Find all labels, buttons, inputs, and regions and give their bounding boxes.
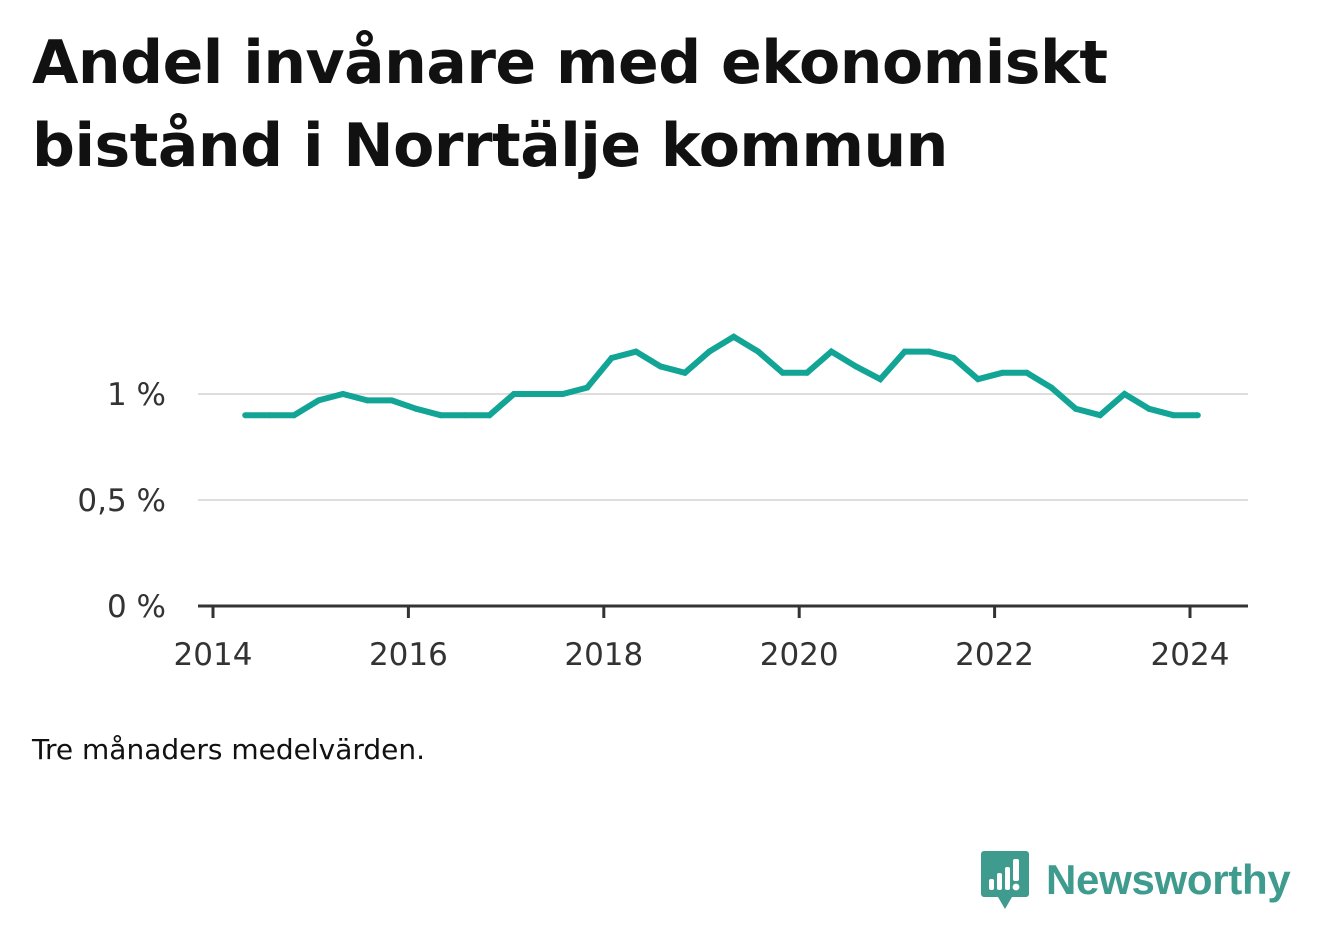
- series-layer: [242, 333, 1201, 419]
- x-tick-label: 2024: [1151, 637, 1230, 673]
- data-point: [462, 412, 469, 419]
- data-point: [1194, 412, 1201, 419]
- data-point: [608, 354, 615, 361]
- data-point: [657, 363, 664, 370]
- bar-chart-speech-bubble-icon: [981, 851, 1029, 909]
- data-point: [510, 391, 517, 397]
- data-point: [388, 397, 395, 404]
- data-point: [1097, 412, 1104, 419]
- data-point: [633, 348, 640, 355]
- data-point: [242, 412, 249, 419]
- data-point: [852, 363, 859, 370]
- x-axis: 2014 2016 2018 2020 2022 2024: [174, 604, 1248, 673]
- x-tick-label: 2014: [174, 637, 253, 673]
- data-point: [901, 348, 908, 355]
- data-point: [755, 348, 762, 355]
- data-point: [559, 391, 566, 397]
- data-point: [584, 384, 591, 391]
- data-point: [1121, 391, 1128, 397]
- newsworthy-logo: Newsworthy: [980, 848, 1291, 912]
- brand-name: Newsworthy: [1046, 856, 1291, 903]
- x-tick-label: 2018: [564, 637, 643, 673]
- data-point: [1170, 412, 1177, 419]
- data-point: [1023, 369, 1030, 376]
- data-point: [950, 354, 957, 361]
- data-point: [339, 391, 346, 397]
- data-point: [315, 397, 322, 404]
- line-chart: 0 % 0,5 % 1 % 2014 2016 2018 2020 2022 2024: [77, 333, 1248, 673]
- data-point: [266, 412, 273, 419]
- data-point: [974, 376, 981, 383]
- data-point: [681, 369, 688, 376]
- data-point: [706, 348, 713, 355]
- data-point: [437, 412, 444, 419]
- data-point: [364, 397, 371, 404]
- data-point: [999, 369, 1006, 376]
- x-tick-label: 2020: [760, 637, 839, 673]
- y-tick-label: 0 %: [107, 589, 166, 625]
- y-axis-labels: 0 % 0,5 % 1 %: [77, 377, 166, 625]
- data-point: [535, 391, 542, 397]
- x-tick-label: 2022: [955, 637, 1034, 673]
- data-point: [779, 369, 786, 376]
- data-point: [1145, 405, 1152, 412]
- data-point: [1048, 384, 1055, 391]
- data-point: [926, 348, 933, 355]
- data-point: [413, 405, 420, 412]
- data-point: [730, 333, 737, 340]
- chart-note: Tre månaders medelvärden.: [32, 733, 426, 766]
- y-tick-label: 1 %: [107, 377, 166, 413]
- data-point: [828, 348, 835, 355]
- data-point: [1072, 405, 1079, 412]
- data-point: [804, 369, 811, 376]
- series-line: [245, 333, 1198, 419]
- x-tick-label: 2016: [369, 637, 448, 673]
- data-point: [877, 376, 884, 383]
- data-point: [291, 412, 298, 419]
- data-point: [486, 412, 493, 419]
- y-tick-label: 0,5 %: [77, 483, 166, 519]
- chart-title: Andel invånare med ekonomiskt bistånd i …: [32, 28, 1108, 181]
- gridlines: [198, 393, 1248, 501]
